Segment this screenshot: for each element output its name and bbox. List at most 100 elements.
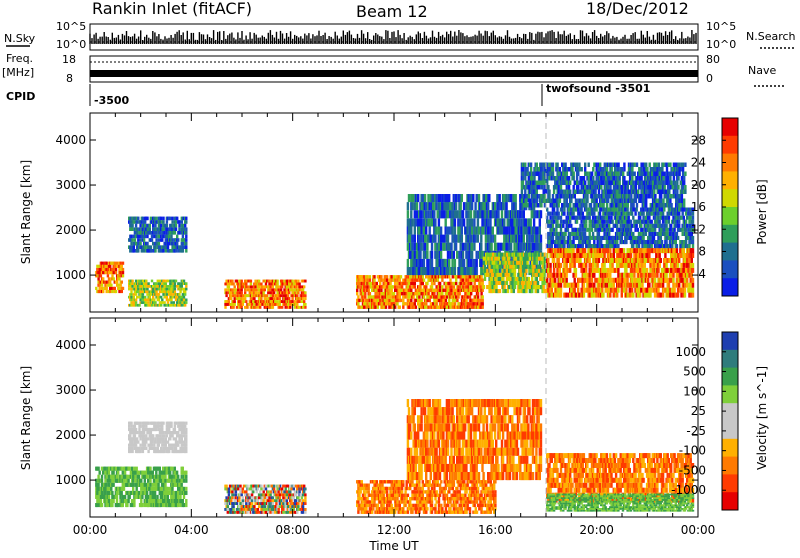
power-data-cell <box>623 288 625 293</box>
power-data-cell <box>552 283 554 288</box>
power-data-cell <box>524 285 526 289</box>
power-data-cell <box>356 292 358 295</box>
power-data-cell <box>526 235 528 243</box>
power-data-cell <box>281 300 283 303</box>
power-data-cell <box>628 253 630 258</box>
power-data-cell <box>264 294 266 297</box>
power-data-cell <box>548 283 550 288</box>
power-data-cell <box>163 231 165 235</box>
power-data-cell <box>576 216 578 220</box>
power-data-cell <box>115 271 117 274</box>
power-data-cell <box>655 244 657 248</box>
power-data-cell <box>482 295 484 298</box>
power-data-cell <box>109 281 111 284</box>
power-data-cell <box>602 212 604 216</box>
power-data-cell <box>470 292 472 295</box>
power-data-cell <box>617 244 619 248</box>
power-data-cell <box>169 285 171 288</box>
power-data-cell <box>431 282 433 285</box>
power-data-cell <box>245 285 247 288</box>
power-data-cell <box>531 277 533 281</box>
power-data-cell <box>146 290 148 293</box>
power-data-cell <box>447 267 449 275</box>
power-data-cell <box>472 194 474 202</box>
power-data-cell <box>639 278 641 283</box>
power-data-cell <box>575 228 577 232</box>
power-data-cell <box>302 297 304 300</box>
power-data-cell <box>185 282 187 285</box>
power-data-cell <box>165 245 167 249</box>
power-data-cell <box>566 263 568 268</box>
power-data-cell <box>429 227 431 235</box>
power-data-cell <box>418 227 420 235</box>
power-data-cell <box>677 288 679 293</box>
power-data-cell <box>548 293 550 298</box>
power-data-cell <box>250 285 252 288</box>
power-data-cell <box>599 248 601 253</box>
power-data-cell <box>639 283 641 288</box>
power-data-cell <box>692 263 694 268</box>
power-data-cell <box>427 194 429 202</box>
power-data-cell <box>625 212 627 216</box>
power-data-cell <box>536 210 538 218</box>
power-data-cell <box>297 280 299 283</box>
power-data-cell <box>554 253 556 258</box>
power-data-cell <box>523 269 525 273</box>
power-data-cell <box>182 242 184 246</box>
power-data-cell <box>630 253 632 258</box>
power-data-cell <box>141 282 143 285</box>
power-data-cell <box>508 243 510 251</box>
power-data-cell <box>446 295 448 298</box>
power-data-cell <box>677 253 679 258</box>
power-data-cell <box>421 289 423 292</box>
power-data-cell <box>471 202 473 210</box>
power-data-cell <box>99 284 101 287</box>
power-data-cell <box>534 210 536 218</box>
power-data-cell <box>135 280 137 283</box>
power-data-cell <box>176 235 178 239</box>
power-data-cell <box>659 208 661 212</box>
power-data-cell <box>547 258 549 263</box>
power-data-cell <box>491 257 493 261</box>
power-data-cell <box>369 275 371 278</box>
power-data-cell <box>633 273 635 278</box>
power-data-cell <box>670 224 672 228</box>
power-data-cell <box>593 273 595 278</box>
power-data-cell <box>632 216 634 220</box>
power-data-cell <box>629 293 631 298</box>
power-data-cell <box>602 293 604 298</box>
power-data-cell <box>469 295 471 298</box>
power-data-cell <box>662 220 664 224</box>
power-data-cell <box>449 279 451 282</box>
power-data-cell <box>144 224 146 228</box>
power-data-cell <box>593 283 595 288</box>
power-data-cell <box>657 216 659 220</box>
power-data-cell <box>176 285 178 288</box>
power-data-cell <box>249 303 251 306</box>
power-data-cell <box>106 287 108 290</box>
power-data-cell <box>291 297 293 300</box>
power-data-cell <box>626 208 628 212</box>
power-data-cell <box>425 202 427 210</box>
power-data-cell <box>386 289 388 292</box>
power-data-cell <box>276 280 278 283</box>
power-data-cell <box>224 306 226 309</box>
power-data-cell <box>592 263 594 268</box>
power-data-cell <box>402 295 404 298</box>
power-data-cell <box>111 274 113 277</box>
power-data-cell <box>146 235 148 239</box>
power-data-cell <box>250 280 252 283</box>
power-data-cell <box>586 278 588 283</box>
power-data-cell <box>137 235 139 239</box>
power-data-cell <box>687 268 689 273</box>
power-data-cell <box>559 268 561 273</box>
power-data-cell <box>579 224 581 228</box>
power-data-cell <box>274 303 276 306</box>
power-data-cell <box>559 236 561 240</box>
power-data-cell <box>622 224 624 228</box>
power-data-cell <box>388 299 390 302</box>
power-data-cell <box>491 277 493 281</box>
power-data-cell <box>298 300 300 303</box>
power-data-cell <box>448 299 450 302</box>
power-data-cell <box>110 284 112 287</box>
